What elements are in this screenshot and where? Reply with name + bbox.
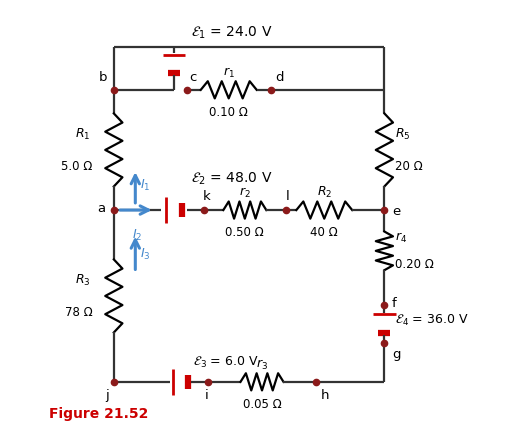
Text: g: g <box>392 348 401 361</box>
Text: 20 Ω: 20 Ω <box>395 159 423 172</box>
Text: $\mathcal{E}_1$ = 24.0 V: $\mathcal{E}_1$ = 24.0 V <box>191 25 272 41</box>
Text: 40 Ω: 40 Ω <box>310 226 338 239</box>
Text: 0.50 Ω: 0.50 Ω <box>225 226 264 239</box>
Text: e: e <box>392 204 400 217</box>
Text: 78 Ω: 78 Ω <box>64 305 92 318</box>
Text: i: i <box>204 388 208 401</box>
Text: $I_3$: $I_3$ <box>140 246 151 261</box>
Text: $\mathcal{E}_3$ = 6.0 V: $\mathcal{E}_3$ = 6.0 V <box>193 354 259 369</box>
Text: f: f <box>392 296 397 309</box>
Text: $R_1$: $R_1$ <box>75 127 90 142</box>
Text: $I_1$: $I_1$ <box>140 178 151 192</box>
Text: d: d <box>275 71 283 84</box>
Text: Figure 21.52: Figure 21.52 <box>49 407 149 421</box>
Text: $R_3$: $R_3$ <box>74 273 90 288</box>
Text: $R_2$: $R_2$ <box>316 185 332 200</box>
Text: j: j <box>105 388 108 401</box>
Text: 5.0 Ω: 5.0 Ω <box>61 159 92 172</box>
Text: $r_2$: $r_2$ <box>239 186 250 200</box>
Text: $I_2$: $I_2$ <box>133 228 143 243</box>
Text: k: k <box>202 190 210 203</box>
Text: a: a <box>97 202 105 215</box>
Text: 0.05 Ω: 0.05 Ω <box>243 397 281 410</box>
Text: 0.10 Ω: 0.10 Ω <box>209 105 248 118</box>
Text: 0.20 Ω: 0.20 Ω <box>395 258 434 271</box>
Text: l: l <box>286 190 290 203</box>
Text: $r_4$: $r_4$ <box>395 231 407 245</box>
Text: $R_5$: $R_5$ <box>395 127 411 142</box>
Text: $\mathcal{E}_4$ = 36.0 V: $\mathcal{E}_4$ = 36.0 V <box>395 312 469 327</box>
Text: c: c <box>189 71 196 84</box>
Text: h: h <box>321 388 329 401</box>
Text: $\mathcal{E}_2$ = 48.0 V: $\mathcal{E}_2$ = 48.0 V <box>191 170 272 187</box>
Text: $r_1$: $r_1$ <box>223 66 235 80</box>
Text: b: b <box>99 71 107 84</box>
Text: $r_3$: $r_3$ <box>256 357 268 371</box>
